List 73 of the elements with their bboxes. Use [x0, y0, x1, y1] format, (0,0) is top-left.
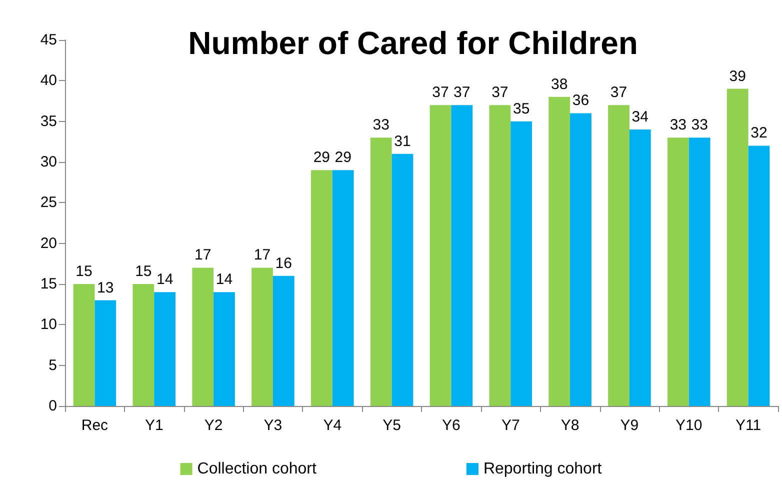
data-label: 37 [492, 84, 508, 102]
bar [629, 129, 651, 406]
bar [94, 300, 116, 406]
bar [451, 105, 473, 406]
data-label: 37 [432, 84, 449, 102]
bar [392, 154, 414, 406]
data-label: 34 [632, 108, 648, 126]
bar [370, 138, 392, 406]
y-tick-label: 35 [40, 112, 57, 130]
data-label: 15 [135, 263, 152, 280]
x-tick-label: Y11 [736, 417, 762, 434]
data-label: 37 [454, 84, 470, 102]
data-label: 39 [729, 68, 746, 85]
data-label: 32 [750, 124, 768, 142]
chart-title: Number of Cared for Children [188, 25, 638, 61]
bar [154, 292, 176, 406]
x-tick-label: Y1 [144, 417, 164, 434]
x-tick-label: Y6 [442, 417, 460, 434]
bar [192, 268, 214, 406]
bar [667, 138, 689, 406]
bar [310, 170, 332, 406]
data-label: 13 [97, 279, 114, 296]
y-tick-label: 30 [40, 154, 57, 170]
data-label: 33 [372, 116, 390, 134]
data-label: 33 [670, 116, 687, 134]
data-label: 17 [194, 246, 212, 264]
x-tick-label: Y5 [382, 417, 401, 434]
x-tick-label: Rec [81, 417, 109, 434]
bar [608, 105, 630, 406]
data-label: 14 [156, 271, 174, 288]
data-label: 17 [254, 246, 271, 264]
bar [726, 88, 748, 406]
data-label: 15 [76, 263, 92, 280]
bar [252, 268, 273, 406]
data-label: 29 [334, 149, 352, 166]
bar [510, 121, 532, 406]
data-label: 36 [572, 92, 590, 110]
bar [214, 292, 235, 406]
legend-label: Reporting cohort [483, 460, 602, 478]
bar [570, 113, 592, 406]
data-label: 35 [512, 100, 530, 118]
bar [688, 138, 710, 406]
x-tick-label: Y7 [501, 417, 520, 434]
x-tick-label: Y4 [323, 417, 342, 434]
y-tick-label: 5 [48, 356, 57, 374]
data-label: 14 [216, 271, 233, 288]
data-label: 16 [275, 254, 292, 272]
x-tick-label: Y3 [264, 417, 282, 434]
data-label: 33 [691, 116, 708, 134]
y-tick-label: 15 [40, 276, 57, 292]
bar [132, 284, 154, 406]
bar [430, 105, 452, 406]
bar [332, 170, 354, 406]
y-tick-label: 20 [40, 234, 57, 252]
y-tick-label: 40 [40, 72, 57, 90]
bar [548, 96, 570, 406]
bar [73, 284, 95, 406]
bar [748, 146, 770, 406]
x-tick-label: Y2 [204, 417, 223, 434]
bar [272, 276, 294, 406]
data-label: 37 [610, 84, 628, 102]
y-tick-label: 25 [40, 194, 57, 212]
x-tick-label: Y9 [620, 417, 639, 434]
y-tick-label: 0 [48, 398, 57, 414]
legend-label: Collection cohort [197, 460, 317, 478]
data-label: 29 [313, 149, 330, 166]
data-label: 31 [394, 132, 411, 150]
bar [489, 105, 511, 406]
y-tick-label: 45 [40, 32, 57, 48]
x-tick-label: Y8 [560, 417, 580, 434]
data-label: 38 [551, 76, 568, 93]
x-tick-label: Y10 [676, 417, 702, 434]
y-tick-label: 10 [40, 316, 57, 334]
